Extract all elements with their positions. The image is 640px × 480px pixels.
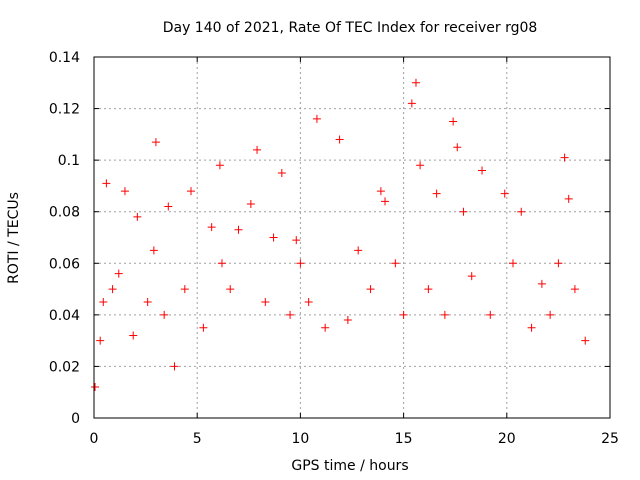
chart-title: Day 140 of 2021, Rate Of TEC Index for r… xyxy=(163,20,538,36)
data-point xyxy=(133,212,142,221)
data-point xyxy=(424,285,433,294)
data-point xyxy=(180,285,189,294)
data-point xyxy=(416,161,425,170)
data-point xyxy=(312,114,321,123)
data-point xyxy=(99,297,108,306)
data-point xyxy=(108,285,117,294)
data-point xyxy=(187,187,196,196)
x-tick-label: 15 xyxy=(395,431,413,447)
data-point xyxy=(407,99,416,108)
y-tick-label: 0.06 xyxy=(49,256,80,272)
data-points xyxy=(91,78,590,392)
data-point xyxy=(453,143,462,152)
data-point xyxy=(215,161,224,170)
data-point xyxy=(537,279,546,288)
data-point xyxy=(286,310,295,319)
data-point xyxy=(432,189,441,198)
data-point xyxy=(381,197,390,206)
data-point xyxy=(391,259,400,268)
data-point xyxy=(399,310,408,319)
data-point xyxy=(478,166,487,175)
data-point xyxy=(335,135,344,144)
data-point xyxy=(459,207,468,216)
data-point xyxy=(91,383,100,392)
data-point xyxy=(96,336,105,345)
data-point xyxy=(149,246,158,255)
x-tick-label: 20 xyxy=(498,431,516,447)
data-point xyxy=(296,259,305,268)
data-point xyxy=(546,310,555,319)
data-point xyxy=(102,179,111,188)
data-point xyxy=(376,187,385,196)
data-point xyxy=(581,336,590,345)
y-tick-label: 0.14 xyxy=(49,50,80,66)
data-point xyxy=(114,269,123,278)
data-point xyxy=(160,310,169,319)
data-point xyxy=(292,236,301,245)
x-tick-label: 10 xyxy=(291,431,309,447)
data-point xyxy=(321,323,330,332)
y-tick-label: 0.08 xyxy=(49,205,80,221)
plot-frame xyxy=(93,56,611,419)
y-tick-label: 0.1 xyxy=(58,153,80,169)
data-point xyxy=(226,285,235,294)
data-point xyxy=(554,259,563,268)
data-point xyxy=(253,145,262,154)
data-point xyxy=(277,169,286,178)
data-point xyxy=(120,187,129,196)
data-point xyxy=(440,310,449,319)
data-point xyxy=(354,246,363,255)
data-point xyxy=(343,316,352,325)
data-point xyxy=(129,331,138,340)
x-axis-label: GPS time / hours xyxy=(291,458,408,474)
y-tick-label: 0.02 xyxy=(49,359,80,375)
y-axis-label: ROTI / TECUs xyxy=(6,192,22,284)
data-point xyxy=(366,285,375,294)
x-tick-label: 5 xyxy=(193,431,202,447)
data-point xyxy=(164,202,173,211)
data-point xyxy=(217,259,226,268)
data-point xyxy=(527,323,536,332)
data-point xyxy=(560,153,569,162)
data-point xyxy=(269,233,278,242)
data-point xyxy=(508,259,517,268)
data-point xyxy=(570,285,579,294)
data-point xyxy=(207,223,216,232)
data-point xyxy=(500,189,509,198)
data-point xyxy=(261,297,270,306)
x-tick-label: 25 xyxy=(601,431,619,447)
data-point xyxy=(143,297,152,306)
data-point xyxy=(411,78,420,87)
data-point xyxy=(199,323,208,332)
data-point xyxy=(234,225,243,234)
y-tick-label: 0 xyxy=(71,411,80,427)
data-point xyxy=(151,138,160,147)
data-point xyxy=(467,272,476,281)
axis-ticks: 0 5 10 15 20 25 0 0.02 0.04 0.06 0.08 0.1 0.12 0.14 xyxy=(49,50,619,447)
y-tick-label: 0.04 xyxy=(49,308,80,324)
data-point xyxy=(304,297,313,306)
x-tick-label: 0 xyxy=(90,431,99,447)
data-point xyxy=(246,199,255,208)
data-point xyxy=(170,362,179,371)
data-point xyxy=(564,194,573,203)
grid-lines xyxy=(94,57,610,418)
data-point xyxy=(486,310,495,319)
data-point xyxy=(517,207,526,216)
data-point xyxy=(449,117,458,126)
y-tick-label: 0.12 xyxy=(49,102,80,118)
